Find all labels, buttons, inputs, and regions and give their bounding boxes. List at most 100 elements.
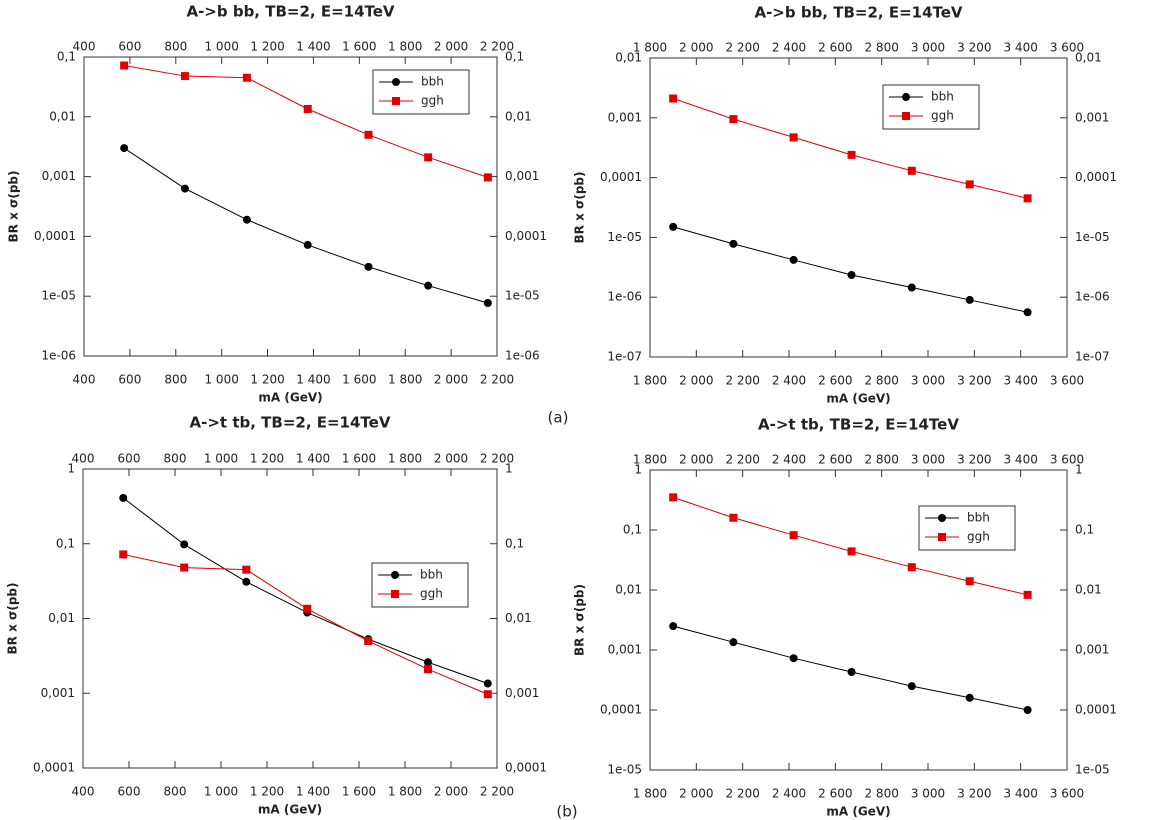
x-top-tick-label: 3 200 (957, 41, 991, 55)
marker (669, 94, 678, 103)
x-axis-label: mA (GeV) (826, 392, 890, 406)
marker (847, 547, 856, 556)
marker (180, 563, 189, 572)
x-tick-label: 2 200 (725, 787, 759, 801)
x-tick-label: 1 800 (633, 374, 667, 388)
x-tick-label: 1 000 (204, 373, 238, 387)
x-top-tick-label: 3 600 (1050, 453, 1084, 467)
x-top-tick-label: 1 800 (388, 40, 422, 54)
x-tick-label: 1 400 (296, 373, 330, 387)
marker (424, 281, 433, 290)
x-tick-label: 1 600 (342, 785, 376, 799)
y-right-tick-label: 0,0001 (505, 229, 547, 243)
marker (729, 513, 738, 522)
marker (965, 577, 974, 586)
x-top-tick-label: 400 (73, 40, 96, 54)
x-tick-label: 2 400 (772, 787, 806, 801)
x-top-tick-label: 3 000 (911, 453, 945, 467)
marker (789, 133, 798, 142)
x-top-tick-label: 3 200 (957, 453, 991, 467)
marker (483, 690, 492, 699)
x-tick-label: 1 800 (633, 787, 667, 801)
y-right-tick-label: 0,1 (505, 536, 524, 550)
x-tick-label: 3 200 (957, 374, 991, 388)
marker (303, 604, 312, 613)
marker (483, 173, 492, 182)
y-axis-label: BR x σ(pb) (573, 172, 587, 244)
marker (303, 240, 312, 249)
marker (483, 298, 492, 307)
y-right-tick-label: 0,01 (1075, 583, 1102, 597)
chart-title: A->b bb, TB=2, E=14TeV (186, 3, 394, 21)
x-top-tick-label: 1 600 (342, 40, 376, 54)
x-tick-label: 3 000 (911, 374, 945, 388)
marker (424, 665, 432, 674)
y-right-tick-label: 0,01 (505, 611, 532, 625)
legend-marker (392, 97, 400, 105)
marker (669, 622, 678, 631)
marker (789, 531, 798, 540)
y-tick-label: 1e-07 (607, 350, 642, 364)
legend-label: ggh (421, 94, 444, 108)
plot-frame (649, 57, 1068, 358)
x-tick-label: 400 (73, 373, 96, 387)
y-tick-label: 0,001 (608, 643, 642, 657)
y-tick-label: 1e-06 (41, 349, 76, 363)
y-tick-label: 0,001 (41, 686, 75, 700)
y-tick-label: 0,0001 (600, 703, 642, 717)
marker (965, 180, 974, 189)
x-top-tick-label: 2 000 (434, 452, 468, 466)
y-right-tick-label: 0,1 (1075, 523, 1094, 537)
marker (1023, 706, 1032, 714)
x-top-tick-label: 2 200 (480, 452, 514, 466)
marker (119, 550, 128, 559)
y-right-tick-label: 1e-05 (1075, 230, 1110, 244)
y-tick-label: 1e-05 (607, 763, 642, 777)
y-tick-label: 1 (67, 462, 75, 476)
y-right-tick-label: 0,001 (1075, 643, 1109, 657)
marker (242, 215, 251, 224)
marker (120, 144, 129, 153)
y-right-tick-label: 0,001 (505, 169, 539, 183)
marker (847, 667, 856, 676)
legend-label: bbh (420, 568, 443, 582)
y-right-tick-label: 0,001 (1075, 110, 1109, 124)
series-line (673, 226, 1028, 313)
y-tick-label: 0,0001 (33, 761, 75, 775)
marker (364, 130, 373, 139)
legend-marker (938, 533, 946, 541)
x-tick-label: 1 800 (388, 785, 422, 799)
legend: bbh ggh (371, 562, 469, 608)
series-line (123, 147, 488, 304)
marker (364, 637, 373, 646)
legend-label: bbh (421, 75, 444, 89)
marker (965, 693, 974, 702)
chart-panel: A->t tb, TB=2, E=14TeV mA (GeV) BR x σ(pb)… (573, 416, 1118, 819)
marker (483, 679, 492, 688)
y-tick-label: 0,001 (608, 110, 642, 124)
y-axis-label: BR x σ(pb) (7, 171, 21, 243)
legend-box (372, 69, 470, 115)
x-tick-label: 3 600 (1050, 787, 1084, 801)
legend-label: ggh (967, 530, 990, 544)
x-top-tick-label: 3 400 (1003, 453, 1037, 467)
y-tick-label: 0,0001 (600, 170, 642, 184)
y-right-tick-label: 0,01 (1075, 51, 1102, 65)
x-top-tick-label: 2 200 (480, 40, 514, 54)
y-tick-label: 1e-05 (41, 289, 76, 303)
marker (180, 184, 189, 193)
x-tick-label: 2 000 (679, 374, 713, 388)
marker (424, 153, 433, 162)
x-top-tick-label: 3 000 (911, 41, 945, 55)
x-top-tick-label: 1 200 (250, 40, 284, 54)
x-top-tick-label: 400 (72, 452, 95, 466)
x-top-tick-label: 1 400 (296, 452, 330, 466)
y-tick-label: 0,01 (48, 611, 75, 625)
y-tick-label: 1e-05 (607, 230, 642, 244)
marker (120, 61, 129, 70)
marker (669, 222, 678, 231)
x-tick-label: 1 400 (296, 785, 330, 799)
legend-label: ggh (931, 109, 954, 123)
x-axis-label: mA (GeV) (258, 391, 322, 405)
y-tick-label: 0,0001 (34, 229, 76, 243)
